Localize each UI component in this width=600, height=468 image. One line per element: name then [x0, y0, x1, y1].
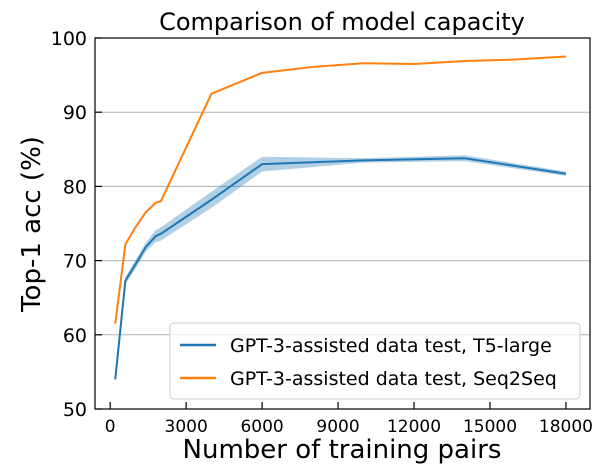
- y-tick-label: 100: [51, 28, 87, 50]
- legend-label: GPT-3-assisted data test, T5-large: [230, 335, 552, 357]
- chart-title: Comparison of model capacity: [159, 8, 525, 36]
- series-line: [114, 157, 567, 380]
- x-tick-label: 6000: [240, 417, 283, 437]
- legend-label: GPT-3-assisted data test, Seq2Seq: [230, 368, 557, 390]
- y-tick-label: 90: [63, 102, 87, 124]
- y-tick-label: 60: [63, 325, 87, 347]
- x-tick-label: 9000: [316, 417, 359, 437]
- plot-frame: [94, 37, 591, 410]
- legend: GPT-3-assisted data test, T5-large GPT-3-…: [169, 322, 581, 400]
- y-axis-label: Top-1 acc (%): [17, 136, 47, 313]
- legend-box: [169, 322, 581, 400]
- x-axis-label: Number of training pairs: [183, 435, 502, 465]
- x-tick-label: 3000: [165, 417, 208, 437]
- y-tick-label: 80: [63, 176, 87, 198]
- series-line: [114, 55, 567, 324]
- x-tick-label: 18000: [539, 417, 593, 437]
- y-tick-label: 70: [63, 251, 87, 273]
- x-tick-label: 15000: [463, 417, 517, 437]
- y-tick-label: 50: [63, 399, 87, 421]
- x-tick-label: 12000: [387, 417, 441, 437]
- x-tick-label: 0: [105, 417, 116, 437]
